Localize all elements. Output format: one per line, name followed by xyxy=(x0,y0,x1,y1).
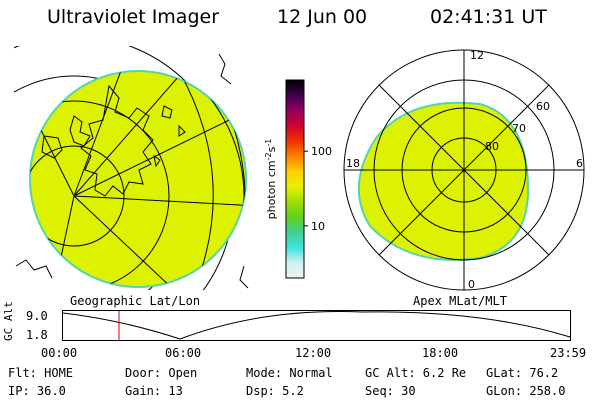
altitude-curve xyxy=(62,311,571,340)
polar-image-panel: 12 18 6 0 60 70 80 xyxy=(343,49,585,291)
status-ip: IP: 36.0 xyxy=(8,384,66,398)
status-flt: Flt: HOME xyxy=(8,366,74,380)
status-dsp: Dsp: 5.2 xyxy=(246,384,304,398)
status-seq: Seq: 30 xyxy=(365,384,416,398)
mlat-label-70: 70 xyxy=(512,122,526,135)
colorbar-tick-label-100: 100 xyxy=(311,145,332,158)
lat-circle-80 xyxy=(30,145,125,247)
date-label: 12 Jun 00 xyxy=(277,6,368,28)
mlt-label-18: 18 xyxy=(346,157,360,170)
status-glon: GLon: 258.0 xyxy=(486,384,566,398)
status-mode: Mode: Normal xyxy=(246,366,333,380)
colorbar: 100 10 photon cm-2s-1 xyxy=(264,79,332,279)
aurora-oval xyxy=(357,101,530,261)
geographic-image-panel xyxy=(14,46,249,290)
aurora-image-disk xyxy=(29,70,247,288)
xtick-1800: 18:00 xyxy=(422,346,459,360)
colorbar-tick-label-10: 10 xyxy=(311,220,325,233)
timeline-frame xyxy=(62,310,571,341)
status-gcalt: GC Alt: 6.2 Re xyxy=(365,366,467,380)
geo-panel-caption: Geographic Lat/Lon xyxy=(70,294,201,308)
status-gain: Gain: 13 xyxy=(125,384,183,398)
timeline-ytick-max: 9.0 xyxy=(26,309,48,323)
mlat-label-60: 60 xyxy=(536,100,550,113)
lat-circle-60 xyxy=(30,71,245,287)
mlt-label-6: 6 xyxy=(576,157,583,170)
colorbar-gradient xyxy=(285,79,305,279)
time-label: 02:41:31 UT xyxy=(430,6,547,28)
mlt-label-0: 0 xyxy=(468,278,475,291)
xtick-0000: 00:00 xyxy=(41,346,78,360)
xtick-2359: 23:59 xyxy=(550,346,587,360)
xtick-1200: 12:00 xyxy=(295,346,332,360)
lat-circle-70 xyxy=(30,100,170,287)
timeline-y-label: GC Alt xyxy=(2,301,15,341)
xtick-0600: 06:00 xyxy=(165,346,202,360)
colorbar-unit-label: photon cm-2s-1 xyxy=(264,139,278,220)
polar-panel-caption: Apex MLat/MLT xyxy=(413,294,507,308)
altitude-timeline-plot[interactable] xyxy=(62,310,572,342)
instrument-title: Ultraviolet Imager xyxy=(47,6,220,28)
status-door: Door: Open xyxy=(125,366,198,380)
timeline-ytick-min: 1.8 xyxy=(26,328,48,342)
mlat-label-80: 80 xyxy=(485,140,499,153)
status-glat: GLat: 76.2 xyxy=(486,366,559,380)
mlt-label-12: 12 xyxy=(470,49,484,62)
